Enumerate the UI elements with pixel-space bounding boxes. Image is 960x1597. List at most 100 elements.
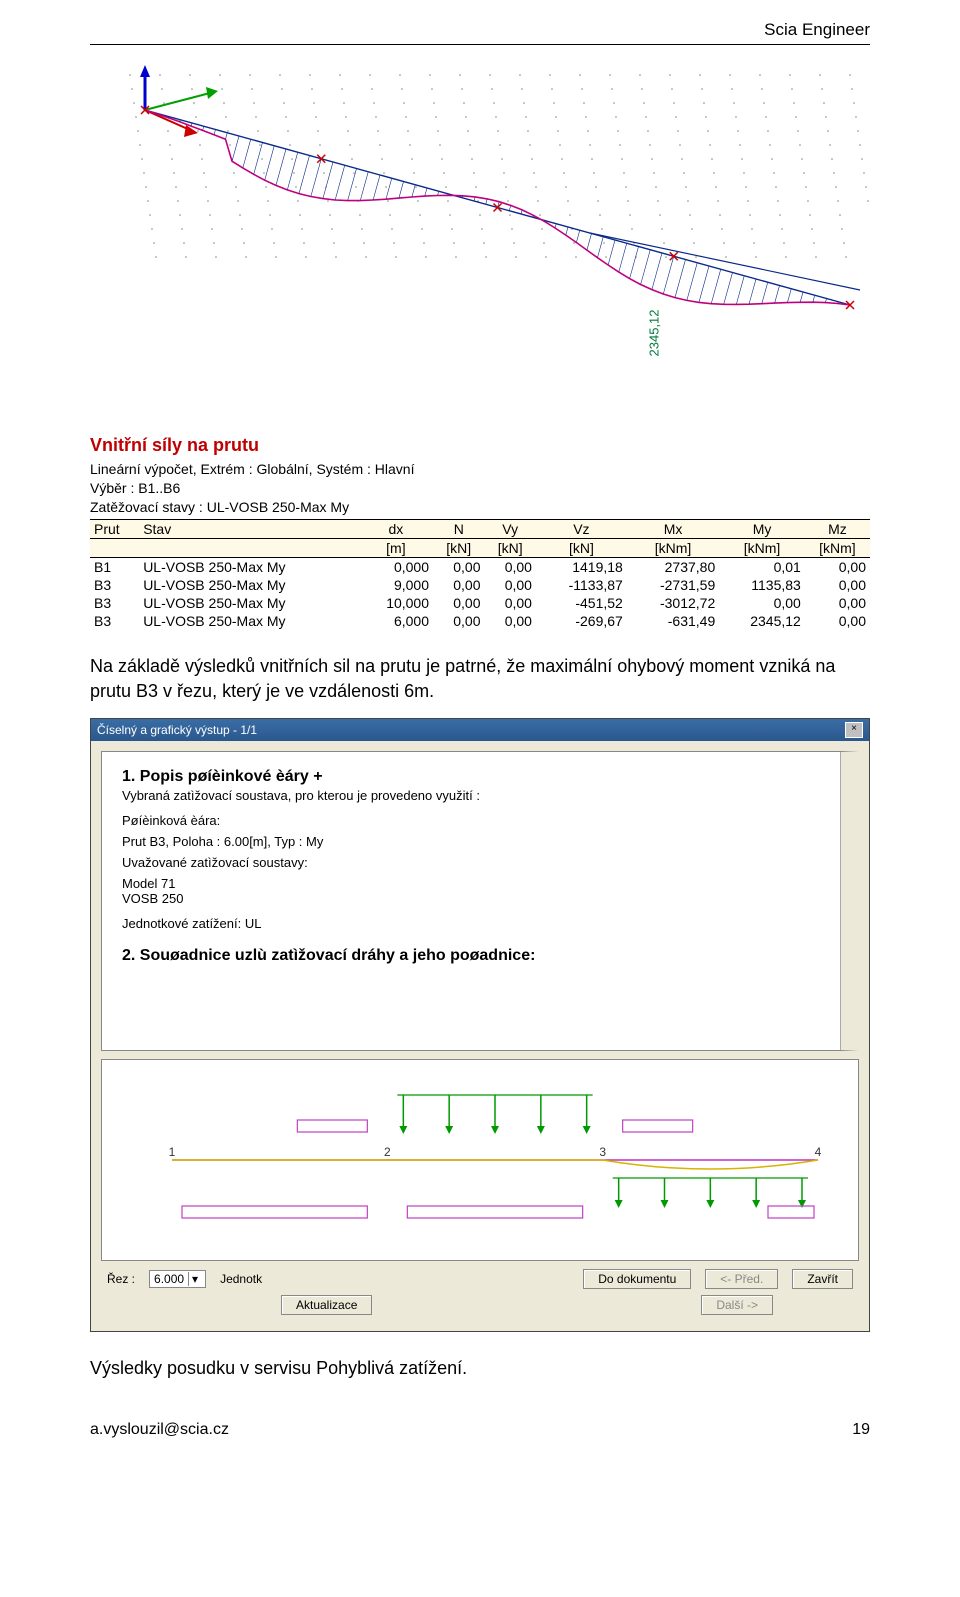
- cell: 0,00: [805, 557, 870, 576]
- svg-text:4: 4: [815, 1145, 822, 1159]
- col-unit: [m]: [359, 538, 433, 557]
- cell: -451,52: [536, 594, 627, 612]
- cell: 10,000: [359, 594, 433, 612]
- cell: 1419,18: [536, 557, 627, 576]
- report-panel: 1. Popis pøíèinkové èáry + Vybraná zatìž…: [101, 751, 859, 1051]
- col-unit: [kN]: [484, 538, 535, 557]
- report-sys-h: Uvažované zatìžovací soustavy:: [122, 855, 821, 870]
- report-sys2: VOSB 250: [122, 891, 821, 906]
- cell: 0,00: [805, 594, 870, 612]
- scrollbar[interactable]: [840, 752, 859, 1050]
- col-unit: [90, 538, 139, 557]
- cell: 0,000: [359, 557, 433, 576]
- paragraph-2: Výsledky posudku v servisu Pohyblivá zat…: [90, 1356, 870, 1381]
- results-heading: Vnitřní síly na prutu: [90, 435, 870, 456]
- scroll-up-icon[interactable]: [841, 752, 859, 770]
- col-header: Vy: [484, 519, 535, 538]
- svg-text:2345,12: 2345,12: [647, 310, 662, 357]
- next-button[interactable]: Další ->: [701, 1295, 773, 1315]
- page: Scia Engineer 2345,12 Vnitřní síly na pr…: [0, 0, 960, 1479]
- col-header: Prut: [90, 519, 139, 538]
- col-header: Mx: [627, 519, 719, 538]
- cell: UL-VOSB 250-Max My: [139, 576, 359, 594]
- cell: 0,00: [484, 612, 535, 630]
- col-unit: [kN]: [433, 538, 484, 557]
- cell: UL-VOSB 250-Max My: [139, 594, 359, 612]
- cell: 2737,80: [627, 557, 719, 576]
- cell: -2731,59: [627, 576, 719, 594]
- rez-combo[interactable]: 6.000 ▾: [149, 1270, 206, 1288]
- svg-text:2: 2: [384, 1145, 391, 1159]
- param-line: Zatěžovací stavy : UL-VOSB 250-Max My: [90, 498, 870, 517]
- update-button[interactable]: Aktualizace: [281, 1295, 372, 1315]
- results-table: PrutStavdxNVyVzMxMyMz[m][kN][kN][kN][kNm…: [90, 519, 870, 630]
- window-titlebar[interactable]: Číselný a grafický výstup - 1/1 ×: [91, 719, 869, 741]
- col-header: dx: [359, 519, 433, 538]
- report-h1: 1. Popis pøíèinkové èáry +: [122, 768, 821, 786]
- results-params: Lineární výpočet, Extrém : Globální, Sys…: [90, 460, 870, 517]
- prev-button[interactable]: <- Před.: [705, 1269, 778, 1289]
- cell: 0,00: [719, 594, 805, 612]
- cell: 6,000: [359, 612, 433, 630]
- footer-email: a.vyslouzil@scia.cz: [90, 1421, 229, 1439]
- cell: 0,00: [484, 557, 535, 576]
- report-line: Pøíèinková èára:: [122, 813, 821, 828]
- col-header: Vz: [536, 519, 627, 538]
- close-button[interactable]: Zavřít: [792, 1269, 853, 1289]
- cell: -1133,87: [536, 576, 627, 594]
- col-unit: [kN]: [536, 538, 627, 557]
- cell: -269,67: [536, 612, 627, 630]
- cell: B3: [90, 612, 139, 630]
- svg-text:3: 3: [599, 1145, 606, 1159]
- table-row: B3UL-VOSB 250-Max My6,0000,000,00-269,67…: [90, 612, 870, 630]
- col-unit: [139, 538, 359, 557]
- svg-text:1: 1: [169, 1145, 176, 1159]
- cell: 0,00: [484, 594, 535, 612]
- col-header: Mz: [805, 519, 870, 538]
- paragraph-1: Na základě výsledků vnitřních sil na pru…: [90, 654, 870, 704]
- cell: 0,00: [433, 594, 484, 612]
- cell: 0,00: [433, 576, 484, 594]
- cell: UL-VOSB 250-Max My: [139, 557, 359, 576]
- col-unit: [kNm]: [719, 538, 805, 557]
- cell: 0,00: [805, 576, 870, 594]
- report-beam: Prut B3, Poloha : 6.00[m], Typ : My: [122, 834, 821, 849]
- param-line: Výběr : B1..B6: [90, 479, 870, 498]
- cell: B3: [90, 594, 139, 612]
- table-row: B3UL-VOSB 250-Max My9,0000,000,00-1133,8…: [90, 576, 870, 594]
- col-header: Stav: [139, 519, 359, 538]
- table-row: B1UL-VOSB 250-Max My0,0000,000,001419,18…: [90, 557, 870, 576]
- cell: 1135,83: [719, 576, 805, 594]
- report-sys1: Model 71: [122, 876, 821, 891]
- cell: -3012,72: [627, 594, 719, 612]
- cell: B1: [90, 557, 139, 576]
- moment-diagram-svg: 2345,12: [90, 55, 870, 425]
- report-h1-sub: Vybraná zatìžovací soustava, pro kterou …: [122, 788, 821, 803]
- cell: 0,00: [484, 576, 535, 594]
- rez-value: 6.000: [154, 1272, 184, 1286]
- param-line: Lineární výpočet, Extrém : Globální, Sys…: [90, 460, 870, 479]
- unit-label: Jednotk: [220, 1272, 262, 1286]
- window-toolbar: Řez : 6.000 ▾ Jednotk Do dokumentu <- Př…: [101, 1261, 859, 1295]
- cell: 0,00: [433, 557, 484, 576]
- results-block: Vnitřní síly na prutu Lineární výpočet, …: [90, 435, 870, 630]
- rez-label: Řez :: [107, 1272, 135, 1286]
- window-toolbar-2: Aktualizace Další ->: [101, 1295, 859, 1321]
- col-unit: [kNm]: [627, 538, 719, 557]
- influence-diagram-panel: 1 2 3 4: [101, 1059, 859, 1261]
- window-body: 1. Popis pøíèinkové èáry + Vybraná zatìž…: [91, 741, 869, 1331]
- col-header: N: [433, 519, 484, 538]
- table-row: B3UL-VOSB 250-Max My10,0000,000,00-451,5…: [90, 594, 870, 612]
- output-window: Číselný a grafický výstup - 1/1 × 1. Pop…: [90, 718, 870, 1332]
- close-icon[interactable]: ×: [845, 722, 863, 738]
- cell: 0,01: [719, 557, 805, 576]
- col-unit: [kNm]: [805, 538, 870, 557]
- report-unit: Jednotkové zatížení: UL: [122, 916, 821, 931]
- cell: 0,00: [805, 612, 870, 630]
- to-document-button[interactable]: Do dokumentu: [583, 1269, 691, 1289]
- page-footer: a.vyslouzil@scia.cz 19: [90, 1421, 870, 1439]
- chevron-down-icon[interactable]: ▾: [188, 1272, 201, 1286]
- window-title: Číselný a grafický výstup - 1/1: [97, 723, 257, 737]
- cell: UL-VOSB 250-Max My: [139, 612, 359, 630]
- header-product: Scia Engineer: [90, 20, 870, 45]
